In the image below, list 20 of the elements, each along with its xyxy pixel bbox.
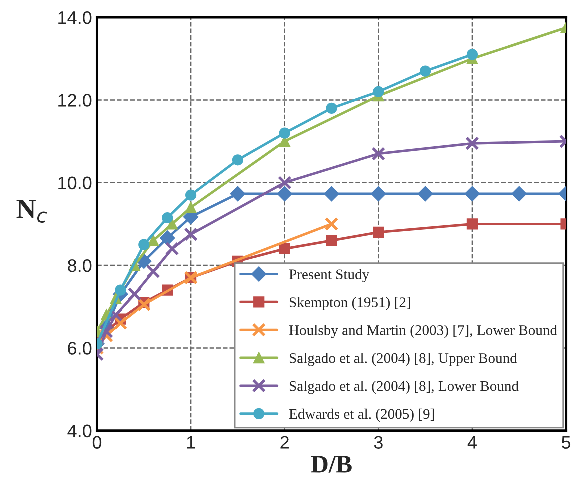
x-tick-label: 3: [374, 436, 383, 449]
x-tick-label: 2: [280, 436, 289, 449]
y-tick-label: 6.0: [68, 342, 92, 355]
x-tick-label: 0: [92, 436, 102, 449]
legend-label: Present Study: [289, 269, 370, 282]
legend-label: Edwards et al. (2005) [9]: [289, 408, 434, 422]
legend-label: Salgado et al. (2004) [8], Lower Bound: [290, 380, 519, 394]
y-tick-label: 12.0: [58, 94, 92, 107]
legend-label: Houlsby and Martin (2003) [7], Lower Bound: [289, 325, 558, 338]
y-axis-title: N$_{c}$: [16, 200, 48, 223]
y-tick-label: 8.0: [68, 259, 92, 272]
y-tick-label: 4.0: [68, 424, 92, 438]
x-axis-title: D/B: [311, 456, 352, 473]
x-tick-label: 5: [562, 436, 571, 449]
x-tick-label: 4: [468, 436, 477, 449]
x-tick-label: 1: [187, 436, 196, 449]
legend-label: Salgado et al. (2004) [8], Upper Bound: [290, 353, 518, 366]
y-tick-label: 10.0: [58, 176, 92, 190]
legend-label: Skempton (1951) [2]: [290, 297, 410, 310]
y-tick-label: 14.0: [58, 11, 92, 24]
